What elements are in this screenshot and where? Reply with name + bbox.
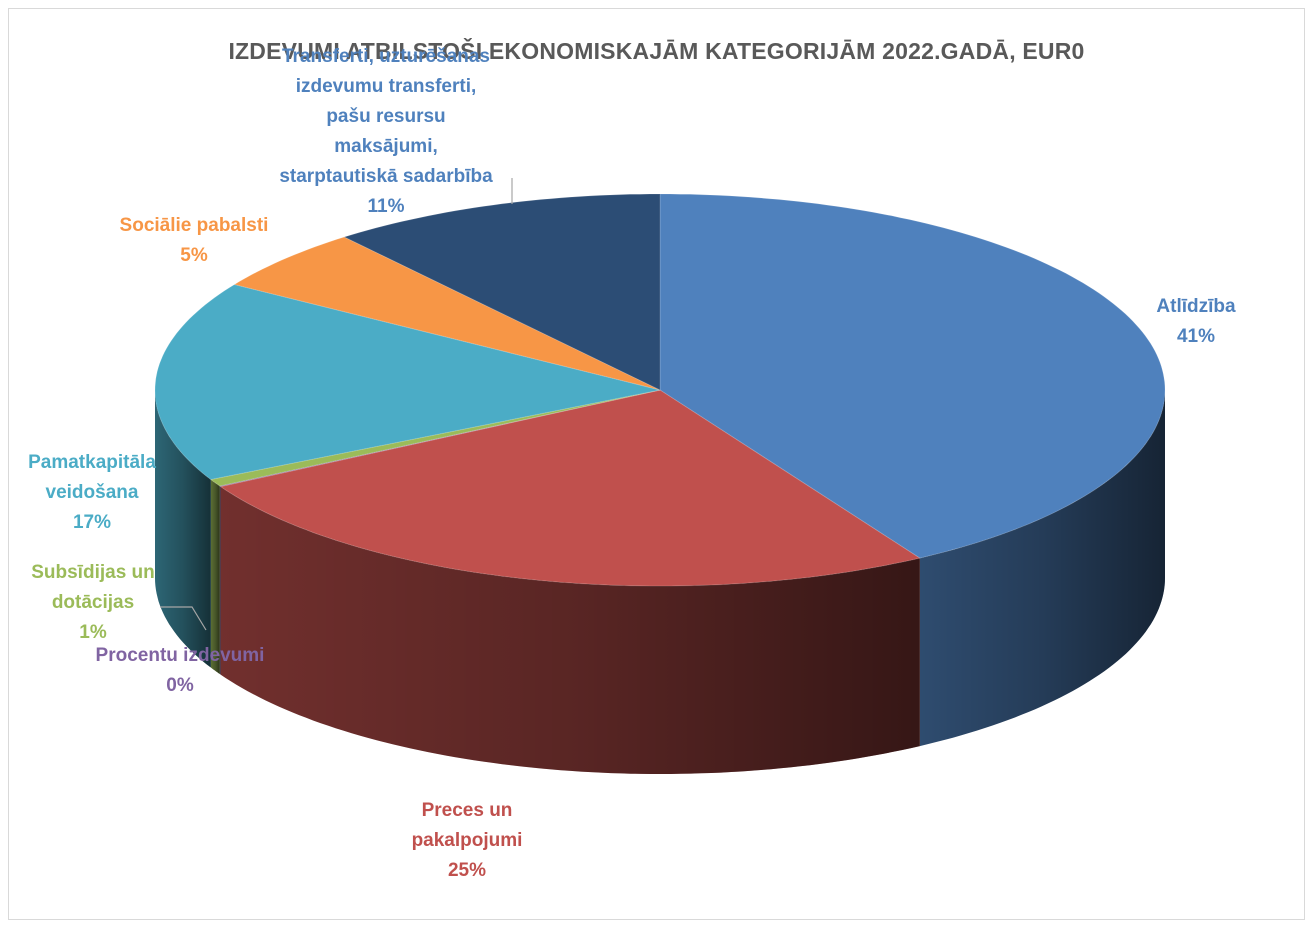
data-label-subsidijas: Subsīdijas un dotācijas 1% [31, 558, 155, 648]
data-label-procenti-percent: 0% [166, 675, 194, 696]
pie-side-shade-pamatkapitals [155, 390, 211, 668]
data-label-transferti-line-5: starptautiskā sadarbība [279, 166, 493, 187]
data-label-transferti-line-2: izdevumu transferti, [295, 76, 477, 97]
data-label-transferti-line-1: Transferti, uzturēšanas [281, 46, 491, 67]
leader-lines [160, 178, 513, 631]
data-label-transferti: Transferti, uzturēšanas izdevumu transfer… [279, 42, 492, 222]
pie-tops [154, 193, 1166, 587]
data-label-preces-line-2: pakalpojumi [411, 830, 523, 851]
data-label-preces-percent: 25% [447, 860, 487, 881]
data-label-preces-line-1: Preces un [421, 800, 513, 821]
pie-side-shade-preces [220, 486, 920, 774]
data-label-transferti-percent: 11% [367, 196, 405, 217]
data-label-atlidziba-line-1: Atlīdzība [1156, 296, 1236, 317]
data-label-pamatkapitals-line-2: veidošana [45, 482, 139, 503]
pie-sides [155, 390, 1165, 774]
pie-side-shade-procenti [219, 486, 221, 675]
data-label-pamatkapitals: Pamatkapitāla veidošana 17% [28, 448, 156, 538]
pie-slice-atlidziba [659, 193, 1166, 559]
pie-slice-socialie [233, 236, 661, 391]
chart-title: IZDEVUMI ATBILSTOŠI EKONOMISKAJĀM KATEGO… [228, 38, 1085, 64]
data-label-preces: Preces un pakalpojumi 25% [412, 796, 523, 886]
data-label-socialie-percent: 5% [180, 245, 208, 266]
data-label-atlidziba-percent: 41% [1176, 326, 1216, 347]
data-label-socialie: Sociālie pabalsti 5% [120, 211, 269, 271]
data-label-subsidijas-percent: 1% [79, 622, 107, 643]
pie-slice-transferti [342, 193, 661, 391]
pie-side-shade-atlidziba [919, 390, 1165, 747]
pie-side-shade-subsidijas [210, 479, 220, 674]
data-label-subsidijas-line-2: dotācijas [51, 592, 135, 613]
data-label-procenti: Procentu izdevumi 0% [96, 641, 265, 701]
data-label-procenti-line-1: Procentu izdevumi [95, 645, 265, 666]
data-label-transferti-line-3: pašu resursu [326, 106, 446, 127]
pie-slice-preces [219, 389, 922, 587]
data-label-pamatkapitals-percent: 17% [72, 512, 112, 533]
data-label-subsidijas-line-1: Subsīdijas un [31, 562, 155, 583]
data-label-pamatkapitals-line-1: Pamatkapitāla [28, 452, 156, 473]
leader-line-subsidijas [160, 606, 207, 631]
data-label-socialie-line-1: Sociālie pabalsti [119, 215, 269, 236]
data-label-transferti-line-4: maksājumi, [334, 136, 438, 157]
pie-slice-pamatkapitals [154, 283, 661, 481]
data-label-atlidziba: Atlīdzība 41% [1156, 292, 1235, 352]
